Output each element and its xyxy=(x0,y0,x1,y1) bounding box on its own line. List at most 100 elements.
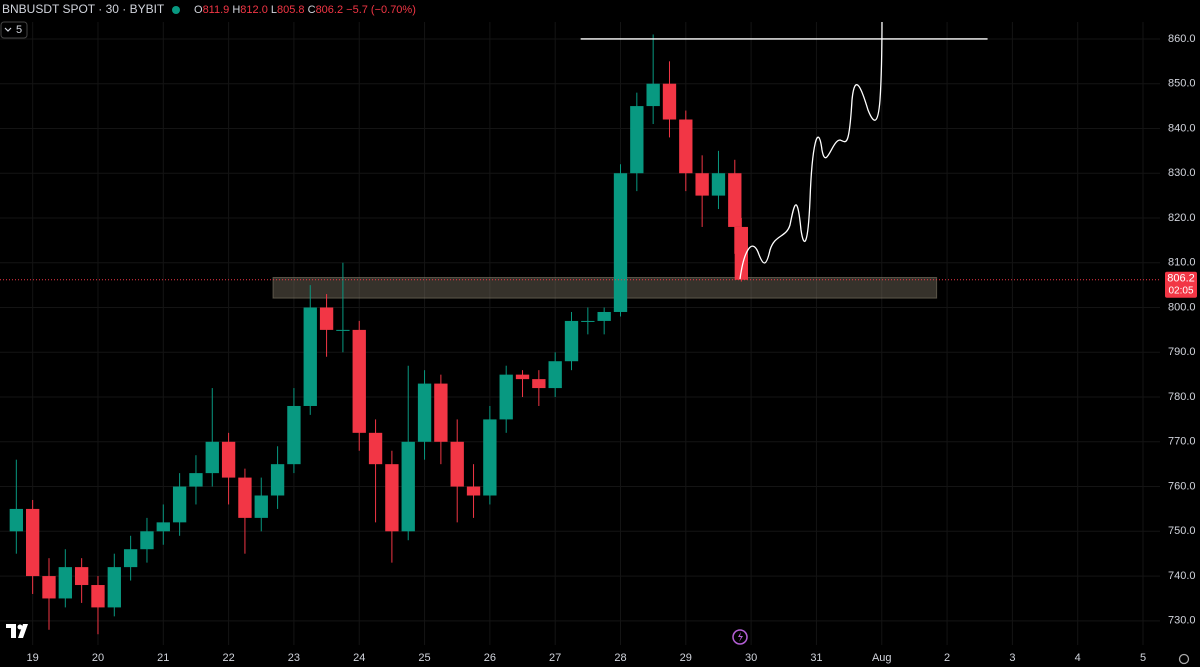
candle-body xyxy=(532,379,546,389)
candle-body xyxy=(385,464,399,532)
x-tick-label: 3 xyxy=(1009,652,1015,664)
candle-body xyxy=(123,549,138,568)
y-tick-label: 860.0 xyxy=(1168,33,1196,45)
candle-body xyxy=(42,576,56,599)
candle-body xyxy=(254,495,268,518)
candle-body xyxy=(466,486,481,496)
x-tick-label: 26 xyxy=(484,652,496,664)
candle-body xyxy=(303,307,317,406)
candle-body xyxy=(91,585,105,608)
candle-body xyxy=(662,83,677,120)
candle-body xyxy=(401,441,415,532)
y-tick-label: 850.0 xyxy=(1168,78,1196,90)
x-tick-label: 21 xyxy=(157,652,169,664)
header-bar xyxy=(0,0,1200,22)
candle-body xyxy=(711,173,726,196)
plot xyxy=(0,34,1160,635)
y-tick-label: 760.0 xyxy=(1168,480,1196,492)
x-tick-label: 28 xyxy=(614,652,626,664)
candle-body xyxy=(564,320,579,362)
y-tick-label: 780.0 xyxy=(1168,391,1196,403)
change: −5.7 (−0.70%) xyxy=(346,4,416,16)
candle-body xyxy=(9,508,23,532)
candle-body xyxy=(450,441,464,487)
candle-body xyxy=(189,473,203,487)
candle-body xyxy=(205,441,219,474)
low-value: 805.8 xyxy=(277,4,305,16)
x-tick-label: 27 xyxy=(549,652,561,664)
candle-body xyxy=(58,567,72,599)
candle-body xyxy=(679,119,693,174)
interval: 5 xyxy=(16,24,22,36)
y-tick-label: 750.0 xyxy=(1168,525,1196,537)
x-tick-label: 25 xyxy=(418,652,430,664)
chevron-icon xyxy=(4,27,12,32)
candle-body xyxy=(434,383,448,442)
candle-body xyxy=(107,567,121,608)
support-zone xyxy=(272,277,938,299)
candle-body xyxy=(417,383,432,442)
candle-body xyxy=(172,486,187,523)
candle-body xyxy=(156,522,170,532)
candle-body xyxy=(368,432,383,465)
y-tick-label: 790.0 xyxy=(1168,346,1196,358)
x-tick-label: 24 xyxy=(353,652,365,664)
candle-body xyxy=(25,508,40,577)
x-tick-label: 19 xyxy=(27,652,39,664)
x-tick-label: 31 xyxy=(810,652,822,664)
candle-body xyxy=(238,477,252,518)
y-tick-label: 840.0 xyxy=(1168,122,1196,134)
projection-drawing xyxy=(739,17,883,280)
candle-body xyxy=(581,320,595,322)
lightning-bolt xyxy=(738,632,743,642)
x-tick-label: 22 xyxy=(222,652,234,664)
y-tick-label: 770.0 xyxy=(1168,436,1196,448)
candle-body xyxy=(597,311,611,321)
x-tick-label: 4 xyxy=(1075,652,1081,664)
candle-body xyxy=(734,226,748,280)
candle-body xyxy=(646,83,660,107)
candle-body xyxy=(221,441,236,478)
x-tick-label: 23 xyxy=(288,652,300,664)
x-tick-label: Aug xyxy=(872,652,892,664)
last-price-label: 806.2 xyxy=(1167,273,1195,285)
high-value: 812.0 xyxy=(240,4,268,16)
interval-button[interactable] xyxy=(0,21,28,39)
countdown-label: 02:05 xyxy=(1168,285,1193,296)
x-tick-label: 2 xyxy=(944,652,950,664)
x-tick-label: 5 xyxy=(1140,652,1146,664)
close-value: 806.2 xyxy=(316,4,344,16)
high-label: H xyxy=(232,4,240,16)
settings-icon[interactable] xyxy=(1178,653,1190,665)
y-tick-label: 730.0 xyxy=(1168,615,1196,627)
x-tick-label: 20 xyxy=(92,652,104,664)
lightning-icon[interactable] xyxy=(732,629,748,645)
candle-body xyxy=(499,374,513,420)
low-label: L xyxy=(271,4,277,16)
last-price-box xyxy=(1165,271,1197,298)
y-tick-label: 740.0 xyxy=(1168,570,1196,582)
candle-body xyxy=(140,531,154,550)
ohlc: O811.9 H812.0 L805.8 C806.2 −5.7 (−0.70%… xyxy=(194,4,416,16)
candle-body xyxy=(695,173,709,196)
symbol: BNBUSDT SPOT · 30 · BYBIT xyxy=(2,2,165,16)
candle-body xyxy=(74,567,89,586)
candle-body xyxy=(352,329,366,433)
candle-body xyxy=(336,329,350,331)
candle-body xyxy=(548,361,562,389)
open-value: 811.9 xyxy=(203,4,230,16)
candle-body xyxy=(319,307,334,330)
status-dot xyxy=(172,6,180,14)
candle-body xyxy=(483,419,497,496)
close-label: C xyxy=(308,4,316,16)
y-tick-label: 810.0 xyxy=(1168,257,1196,269)
candle-body xyxy=(613,173,628,312)
x-tick-label: 30 xyxy=(745,652,757,664)
candle-body xyxy=(287,405,301,465)
open-label: O xyxy=(194,4,203,16)
tv-logo xyxy=(6,624,28,638)
y-tick-label: 820.0 xyxy=(1168,212,1196,224)
y-tick-label: 800.0 xyxy=(1168,301,1196,313)
